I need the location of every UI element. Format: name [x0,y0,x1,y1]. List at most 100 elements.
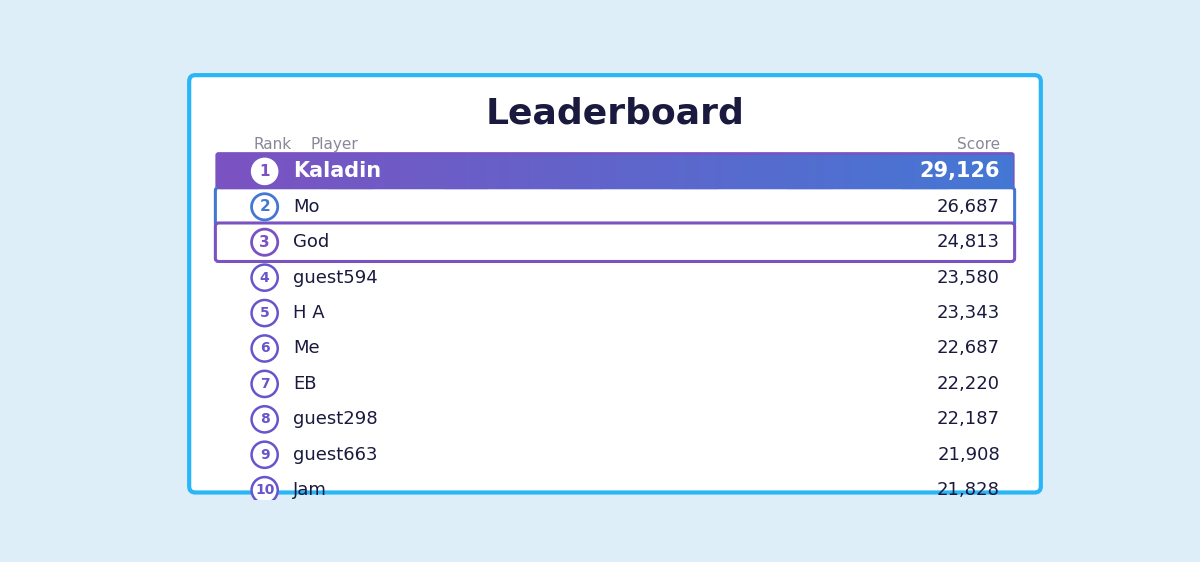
Bar [404,155,407,188]
Bar [724,155,726,188]
Bar [233,155,235,188]
Bar [930,155,932,188]
Bar [246,155,248,188]
Bar [276,155,278,188]
Bar [389,155,391,188]
Bar [605,155,607,188]
Bar [595,155,598,188]
Bar [234,155,236,188]
Bar [337,155,340,188]
Bar [346,155,348,188]
Text: guest298: guest298 [293,410,378,428]
Bar [730,155,732,188]
Text: 5: 5 [259,306,270,320]
Bar [742,155,744,188]
Text: 3: 3 [259,235,270,250]
Bar [415,155,418,188]
Bar [871,155,874,188]
Bar [365,155,367,188]
Bar [982,155,984,188]
Bar [248,155,251,188]
FancyBboxPatch shape [215,223,1015,261]
Bar [512,155,515,188]
Bar [696,155,698,188]
Bar [845,155,847,188]
Bar [851,155,853,188]
Bar [911,155,913,188]
Bar [409,155,412,188]
Bar [944,155,947,188]
Bar [569,155,571,188]
Bar [912,155,914,188]
Bar [865,155,868,188]
Bar [355,155,358,188]
Bar [506,155,509,188]
Bar [482,155,485,188]
Bar [637,155,640,188]
Text: 21,908: 21,908 [937,446,1000,464]
Bar [966,155,968,188]
Bar [484,155,486,188]
Bar [421,155,424,188]
Bar [990,155,992,188]
Bar [815,155,817,188]
Bar [746,155,749,188]
Bar [434,155,437,188]
Bar [900,155,902,188]
Bar [610,155,612,188]
Bar [264,155,266,188]
Bar [985,155,988,188]
Text: guest663: guest663 [293,446,378,464]
Bar [383,155,385,188]
Bar [710,155,713,188]
Text: 26,687: 26,687 [937,198,1000,216]
Bar [726,155,728,188]
Bar [295,155,298,188]
Bar [938,155,941,188]
Text: 10: 10 [254,483,275,497]
Bar [829,155,832,188]
Bar [653,155,655,188]
Bar [906,155,908,188]
Bar [863,155,865,188]
Bar [382,155,384,188]
Bar [520,155,522,188]
Bar [677,155,679,188]
Bar [587,155,589,188]
Bar [391,155,394,188]
Bar [403,155,406,188]
Bar [328,155,330,188]
Bar [811,155,814,188]
Bar [736,155,738,188]
Bar [799,155,802,188]
Bar [392,155,395,188]
Bar [926,155,929,188]
Bar [623,155,625,188]
Bar [282,155,284,188]
Bar [720,155,722,188]
Bar [762,155,764,188]
Bar [889,155,890,188]
Bar [714,155,716,188]
Text: EB: EB [293,375,317,393]
Bar [455,155,457,188]
Bar [301,155,304,188]
FancyBboxPatch shape [190,75,1040,492]
Bar [586,155,588,188]
Bar [349,155,352,188]
Bar [552,155,554,188]
FancyBboxPatch shape [215,188,1015,226]
Bar [1006,155,1008,188]
Bar [918,155,920,188]
Bar [272,155,275,188]
Bar [562,155,564,188]
Text: 2: 2 [259,200,270,214]
Bar [638,155,641,188]
Bar [920,155,923,188]
Bar [221,155,223,188]
Bar [498,155,500,188]
Bar [686,155,689,188]
Bar [881,155,883,188]
Bar [1008,155,1010,188]
Bar [353,155,355,188]
